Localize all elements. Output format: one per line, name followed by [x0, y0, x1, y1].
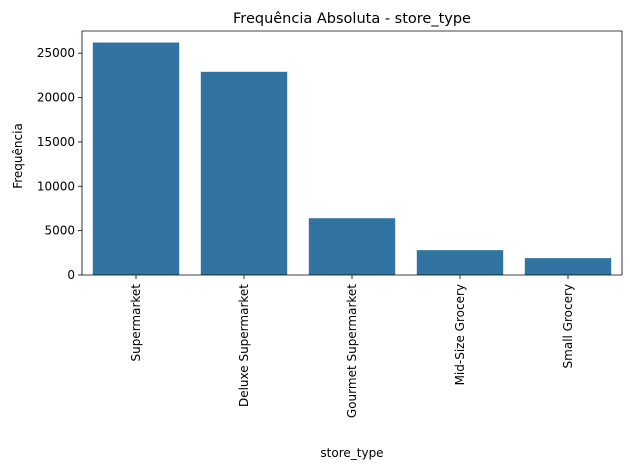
y-tick-label: 20000 [37, 91, 75, 105]
x-tick-label: Small Grocery [561, 284, 575, 368]
x-tick-label: Supermarket [129, 284, 143, 362]
x-axis-label: store_type [320, 446, 383, 460]
y-tick-label: 5000 [44, 224, 75, 238]
y-tick-label: 15000 [37, 135, 75, 149]
plot-area: 0 5000 10000 15000 20000 25000 Supermarket Delu… [37, 30, 623, 418]
chart-title: Frequência Absoluta - store_type [233, 11, 471, 27]
bar [524, 258, 612, 275]
x-tick-label: Deluxe Supermarket [237, 284, 251, 407]
y-tick-label: 10000 [37, 179, 75, 193]
y-axis-label: Frequência [11, 123, 25, 189]
bar [92, 42, 180, 275]
x-tick-label: Mid-Size Grocery [453, 284, 467, 385]
bar [416, 250, 504, 275]
y-tick-label: 25000 [37, 46, 75, 60]
bar [200, 71, 288, 275]
x-tick-label: Gourmet Supermarket [345, 284, 359, 418]
bar [308, 218, 396, 275]
y-tick-label: 0 [67, 268, 75, 282]
